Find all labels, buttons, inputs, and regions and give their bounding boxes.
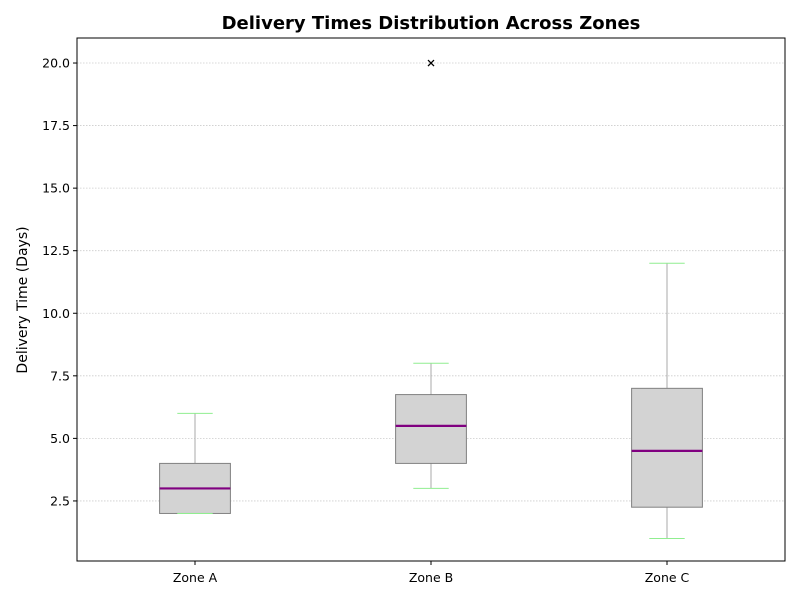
box xyxy=(395,394,467,464)
box xyxy=(631,387,703,508)
y-tick-label: 12.5 xyxy=(42,243,70,258)
x-tick-label: Zone B xyxy=(409,570,453,585)
y-tick-label: 7.5 xyxy=(50,368,70,383)
y-tick-label: 2.5 xyxy=(50,493,70,508)
y-tick-label: 20.0 xyxy=(42,56,70,71)
x-tick-label: Zone A xyxy=(173,570,218,585)
boxes xyxy=(159,59,703,539)
y-tick-label: 17.5 xyxy=(42,118,70,133)
x-axis-ticks: Zone A Zone B Zone C xyxy=(173,561,690,585)
chart-title: Delivery Times Distribution Across Zones xyxy=(222,13,641,34)
outlier-point xyxy=(427,59,435,67)
y-tick-label: 5.0 xyxy=(50,431,70,446)
box-group xyxy=(159,412,231,514)
y-axis-ticks: 2.5 5.0 7.5 10.0 12.5 15.0 17.5 20.0 xyxy=(42,56,77,508)
y-axis-label: Delivery Time (Days) xyxy=(15,226,31,373)
y-tick-label: 10.0 xyxy=(42,306,70,321)
box-group xyxy=(631,262,703,539)
box-group xyxy=(395,59,467,489)
y-tick-label: 15.0 xyxy=(42,181,70,196)
x-tick-label: Zone C xyxy=(645,570,690,585)
outlier-stroke xyxy=(427,59,435,67)
